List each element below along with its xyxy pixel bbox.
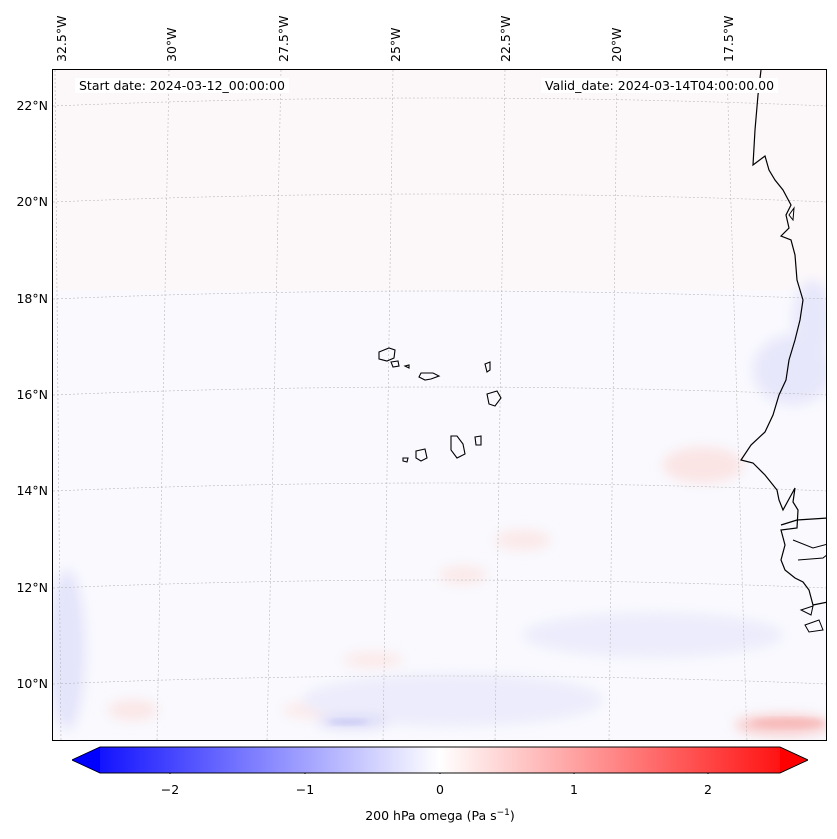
boa-vista-island — [486, 390, 502, 407]
colorbar-outline — [72, 746, 808, 774]
valid-date-label: Valid_date: 2024-03-14T04:00:00.00 — [541, 78, 779, 93]
omega-strong-negative-patch — [328, 719, 368, 725]
cape-verde-islands — [378, 347, 502, 463]
colorbar-tick-2: 2 — [704, 782, 712, 797]
gambia-coastline — [780, 517, 826, 526]
colorbar-max-extend — [780, 747, 808, 773]
coastal-islet — [788, 206, 795, 222]
colorbar-tick-1: 1 — [570, 782, 578, 797]
lon-label-27-5w: 27.5°W — [276, 15, 291, 62]
lon-label-17-5w: 17.5°W — [721, 15, 736, 62]
lat-label-14n: 14°N — [16, 483, 48, 498]
omega-north-positive-region — [53, 70, 826, 290]
lat-label-12n: 12°N — [16, 580, 48, 595]
santiago-island — [450, 435, 466, 459]
lon-label-32-5w: 32.5°W — [54, 15, 69, 62]
lat-label-16n: 16°N — [16, 387, 48, 402]
lat-label-22n: 22°N — [16, 98, 48, 113]
colorbar-body — [72, 746, 808, 774]
colorbar-tick-neg2: −2 — [160, 782, 180, 797]
santa-luzia-island — [403, 364, 410, 369]
maio-island — [474, 435, 482, 446]
graticule-parallels — [53, 97, 826, 685]
lon-label-30w: 30°W — [164, 27, 179, 62]
start-date-label: Start date: 2024-03-12_00:00:00 — [75, 78, 289, 93]
fogo-island — [415, 448, 428, 462]
bijagos-islet-1 — [799, 605, 814, 616]
colorbar-label-text: 200 hPa omega (Pa s — [365, 808, 497, 824]
map-panel[interactable] — [52, 69, 827, 741]
lon-label-25w: 25°W — [388, 27, 403, 62]
colorbar-label-close: ) — [509, 808, 515, 824]
lat-label-18n: 18°N — [16, 291, 48, 306]
colorbar-tick-neg1: −1 — [295, 782, 315, 797]
lon-label-22-5w: 22.5°W — [498, 15, 513, 62]
lon-label-20w: 20°W — [609, 27, 624, 62]
colorbar-label-exponent: −1 — [496, 808, 510, 818]
omega-strong-positive-patch — [752, 718, 824, 728]
colorbar-tick-0: 0 — [436, 782, 444, 797]
omega-negative-patches — [53, 280, 826, 730]
colorbar — [72, 746, 808, 774]
brava-island — [402, 457, 409, 463]
guinea-coastline — [797, 554, 826, 561]
map-canvas — [53, 70, 826, 740]
colorbar-min-extend — [72, 747, 100, 773]
guinea-bissau-coastline — [792, 539, 826, 549]
sal-island — [484, 361, 491, 373]
lat-label-20n: 20°N — [16, 194, 48, 209]
santo-antao-island — [378, 347, 396, 362]
graticule-meridians — [54, 70, 748, 740]
colorbar-label: 200 hPa omega (Pa s−1) — [365, 808, 515, 823]
sao-nicolau-island — [418, 372, 441, 381]
lat-label-10n: 10°N — [16, 676, 48, 691]
africa-coastline — [740, 70, 826, 606]
bijagos-islet-2 — [804, 619, 824, 633]
sao-vicente-island — [390, 360, 400, 368]
